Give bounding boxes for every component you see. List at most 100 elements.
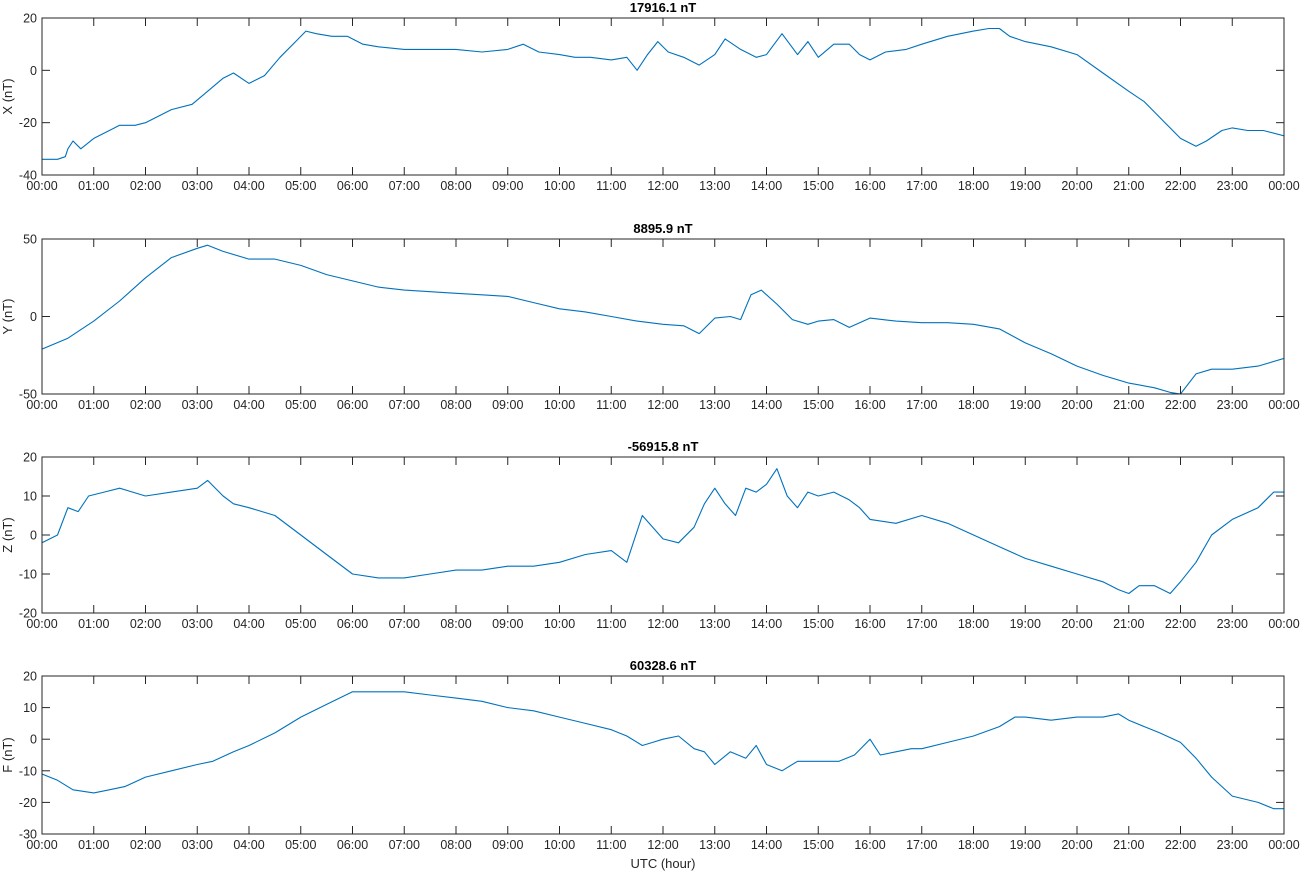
x-tick-label: 21:00 [1113,617,1144,631]
z-y-axis-label: Z (nT) [0,517,15,552]
x-tick-label: 04:00 [233,398,264,412]
z-panel-title: -56915.8 nT [628,439,699,454]
x-tick-label: 16:00 [854,838,885,852]
x-tick-label: 17:00 [906,617,937,631]
x-tick-label: 13:00 [699,838,730,852]
x-axis-label: UTC (hour) [630,856,695,871]
x-tick-label: 13:00 [699,398,730,412]
x-tick-label: 16:00 [854,617,885,631]
x-tick-label: 20:00 [1061,398,1092,412]
x-tick-label: 00:00 [1268,179,1299,193]
x-tick-label: 18:00 [958,398,989,412]
x-tick-label: 08:00 [440,838,471,852]
x-tick-label: 14:00 [751,179,782,193]
x-tick-label: 23:00 [1217,398,1248,412]
x-tick-label: 12:00 [647,398,678,412]
x-y-axis-label: X (nT) [0,78,15,114]
y-tick-label: 10 [23,701,37,715]
y-tick-label: -10 [19,568,37,582]
x-tick-label: 11:00 [596,179,626,193]
f-panel-title: 60328.6 nT [630,658,697,673]
x-tick-label: 18:00 [958,617,989,631]
y-y-axis-label: Y (nT) [0,299,15,335]
x-tick-label: 05:00 [285,398,316,412]
x-tick-label: 22:00 [1165,179,1196,193]
x-tick-label: 07:00 [389,838,420,852]
x-tick-label: 01:00 [78,838,109,852]
x-tick-label: 12:00 [647,617,678,631]
x-tick-label: 08:00 [440,617,471,631]
x-tick-label: 13:00 [699,617,730,631]
x-tick-label: 00:00 [26,838,57,852]
y-tick-label: -40 [19,169,37,183]
x-tick-label: 21:00 [1113,838,1144,852]
f-y-axis-label: F (nT) [0,737,15,772]
x-tick-label: 21:00 [1113,179,1144,193]
x-tick-label: 23:00 [1217,617,1248,631]
x-tick-label: 14:00 [751,617,782,631]
x-tick-label: 18:00 [958,838,989,852]
x-tick-label: 17:00 [906,179,937,193]
x-tick-label: 19:00 [1010,838,1041,852]
x-tick-label: 07:00 [389,617,420,631]
x-tick-label: 15:00 [803,838,834,852]
y-tick-label: 0 [30,733,37,747]
x-tick-label: 00:00 [1268,617,1299,631]
f-plot-frame [41,675,1285,835]
x-tick-label: 01:00 [78,617,109,631]
y-tick-label: 10 [23,490,37,504]
x-tick-label: 03:00 [182,838,213,852]
x-tick-label: 09:00 [492,838,523,852]
x-tick-label: 03:00 [182,398,213,412]
x-tick-label: 01:00 [78,179,109,193]
z-series-line [42,468,1284,595]
x-tick-label: 14:00 [751,398,782,412]
x-tick-label: 06:00 [337,617,368,631]
y-tick-label: 20 [23,451,37,465]
y-tick-label: 20 [23,12,37,26]
x-tick-label: 21:00 [1113,398,1144,412]
x-tick-label: 18:00 [958,179,989,193]
y-tick-label: 0 [30,64,37,78]
y-tick-label: -20 [19,796,37,810]
x-tick-label: 06:00 [337,838,368,852]
x-tick-label: 01:00 [78,398,109,412]
f-component-panel: 00:00 01:00 02:00 03:00 04:00 05:00 06:00 07:00… [0,658,1300,871]
x-tick-label: 19:00 [1010,617,1041,631]
x-tick-label: 22:00 [1165,617,1196,631]
x-tick-label: 02:00 [130,617,161,631]
z-component-panel: 00:00 01:00 02:00 03:00 04:00 05:00 06:00 07:00… [0,439,1300,631]
x-plot-frame [41,17,1285,176]
x-tick-label: 23:00 [1217,838,1248,852]
x-tick-label: 19:00 [1010,398,1041,412]
x-tick-label: 22:00 [1165,838,1196,852]
y-tick-label: -30 [19,828,37,842]
x-tick-label: 05:00 [285,179,316,193]
f-series-line [42,691,1284,810]
x-tick-label: 19:00 [1010,179,1041,193]
x-tick-label: 04:00 [233,838,264,852]
x-tick-label: 20:00 [1061,617,1092,631]
x-tick-label: 09:00 [492,398,523,412]
x-tick-label: 17:00 [906,838,937,852]
x-tick-label: 16:00 [854,179,885,193]
x-tick-label: 08:00 [440,179,471,193]
x-tick-label: 05:00 [285,617,316,631]
x-component-panel: 00:00 01:00 02:00 03:00 04:00 05:00 06:00 07:00… [0,0,1300,193]
x-tick-label: 13:00 [699,179,730,193]
x-tick-label: 02:00 [130,838,161,852]
x-series-line [42,27,1284,160]
x-tick-label: 07:00 [389,398,420,412]
y-tick-label: 20 [23,670,37,684]
x-tick-label: 11:00 [596,617,626,631]
y-panel-title: 8895.9 nT [633,221,692,236]
x-tick-label: 04:00 [233,617,264,631]
x-tick-label: 00:00 [1268,398,1299,412]
x-tick-label: 09:00 [492,617,523,631]
x-tick-label: 02:00 [130,398,161,412]
x-tick-label: 16:00 [854,398,885,412]
y-tick-label: 0 [30,529,37,543]
x-tick-label: 10:00 [544,617,575,631]
y-series-line [42,244,1284,394]
